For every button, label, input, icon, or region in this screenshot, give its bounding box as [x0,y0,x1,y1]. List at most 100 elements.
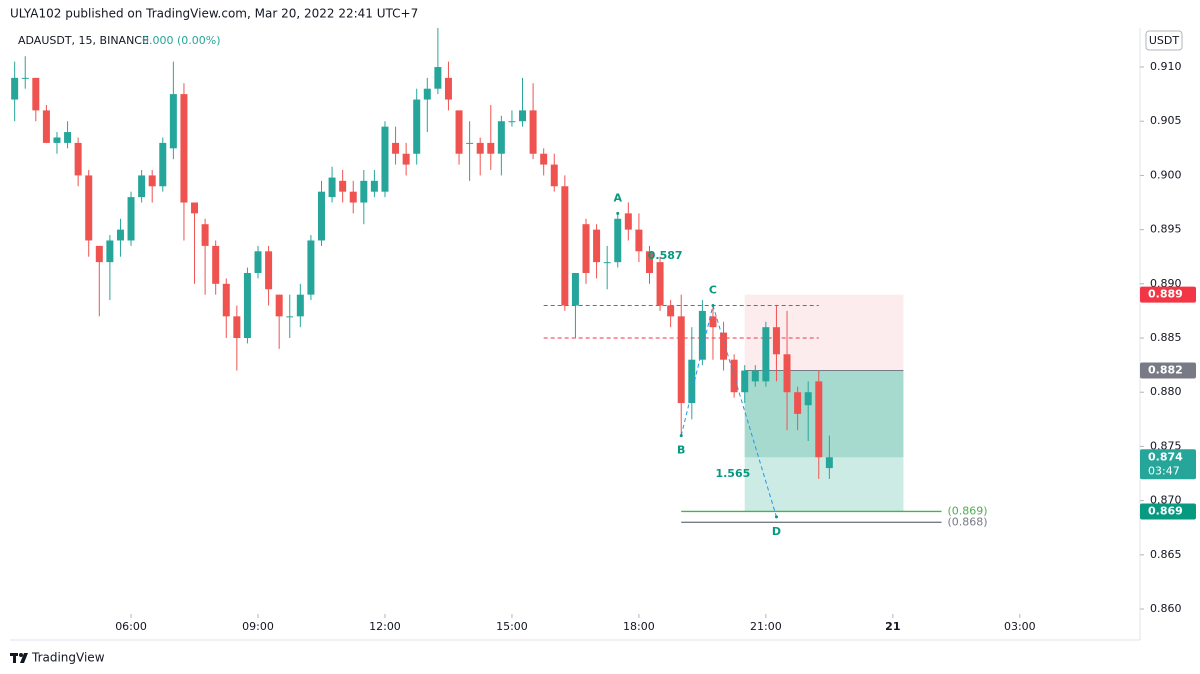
candle-body [21,77,29,79]
candle-body [265,251,273,290]
y-tick-label: 0.870 [1150,494,1182,507]
pattern-ratio: 0.587 [648,249,683,262]
candle-body [794,392,802,414]
candle-body [582,224,590,273]
candle-body [254,251,262,273]
candle-body [688,359,696,404]
candle-body [667,305,675,317]
y-tick-label: 0.905 [1150,114,1182,127]
x-tick-label: 18:00 [623,620,655,633]
candle-body [11,77,19,100]
candle-body [392,142,400,154]
candle-body [593,229,601,263]
pattern-line [712,305,777,518]
candle-body [138,175,146,198]
candle-body [296,294,304,317]
candle-body [529,110,537,154]
currency-box[interactable] [1145,30,1183,51]
candle-body [275,294,283,317]
candle-body [370,180,378,192]
pattern-point [616,211,620,215]
candle-body [645,251,653,273]
candle-body [476,142,484,154]
candle-body [571,272,579,306]
candle-body [317,191,325,241]
candle-body [95,245,103,263]
price-badge-label: 0.869 [1148,504,1183,517]
x-tick-label: 21:00 [750,620,782,633]
candle-body [751,370,759,382]
x-tick-label: 12:00 [369,620,401,633]
candle-body [434,67,442,89]
pattern-point [774,515,778,519]
candle-body [519,110,527,122]
candle-body [772,327,780,355]
candle-body [720,332,728,360]
y-tick-label: 0.875 [1150,439,1182,452]
candle-body [614,218,622,263]
y-tick-label: 0.865 [1150,548,1182,561]
y-tick-label: 0.890 [1150,277,1182,290]
candle-body [32,77,40,111]
candle-body [286,316,294,318]
pattern-label: D [772,525,781,538]
candle-body [677,316,685,404]
candle-body [169,94,177,149]
y-tick-label: 0.895 [1150,223,1182,236]
pattern-point [711,303,715,307]
x-tick-label: 21 [885,620,900,633]
price-badge-label: 0.882 [1148,364,1183,377]
candle-body [402,153,410,165]
pattern-line [680,305,714,436]
candle-body [497,121,505,154]
candle-body [413,99,421,154]
candle-body [423,88,431,100]
candle-body [53,137,61,143]
candle-body [815,381,823,458]
x-tick-label: 15:00 [496,620,528,633]
price-badge [1140,503,1196,520]
candle-body [201,224,209,246]
pattern-label: B [677,444,685,457]
candle-body [455,110,463,154]
candle-body [698,310,706,360]
symbol: ADAUSDT, 15, BINANCE [18,34,149,47]
candle-body [233,316,241,339]
candle-body [222,283,230,317]
candle-body [783,354,791,393]
candle-body [212,245,220,284]
candle-body [64,132,72,143]
price-badge-label: 0.889 [1148,288,1183,301]
level-label: (0.869) [948,504,988,517]
candle-body [804,392,812,406]
candle-body [106,240,114,263]
open-zone [744,370,904,458]
y-tick-label: 0.860 [1150,602,1182,615]
price-badge-label: 0.874 [1148,450,1183,463]
candle-body [656,262,664,306]
candle-body [307,240,315,295]
y-tick-label: 0.880 [1150,385,1182,398]
candle-body [191,202,199,214]
price-badge [1140,362,1196,379]
currency: USDT [1149,34,1180,47]
candle-body [624,213,632,230]
pattern-label: A [613,191,622,204]
candle-body [349,191,357,203]
candle-body [243,272,251,339]
price-badge [1140,449,1196,480]
x-tick-label: 06:00 [115,620,147,633]
candle-body [159,142,167,187]
candle-body [74,142,82,176]
candle-body [466,142,474,144]
x-tick-label: 03:00 [1004,620,1036,633]
x-tick-label: 09:00 [242,620,274,633]
change: 0.000 (0.00%) [142,34,221,47]
candle-body [148,175,156,187]
candle-body [635,229,643,252]
candle-body [381,126,389,192]
candle-body [487,142,495,154]
